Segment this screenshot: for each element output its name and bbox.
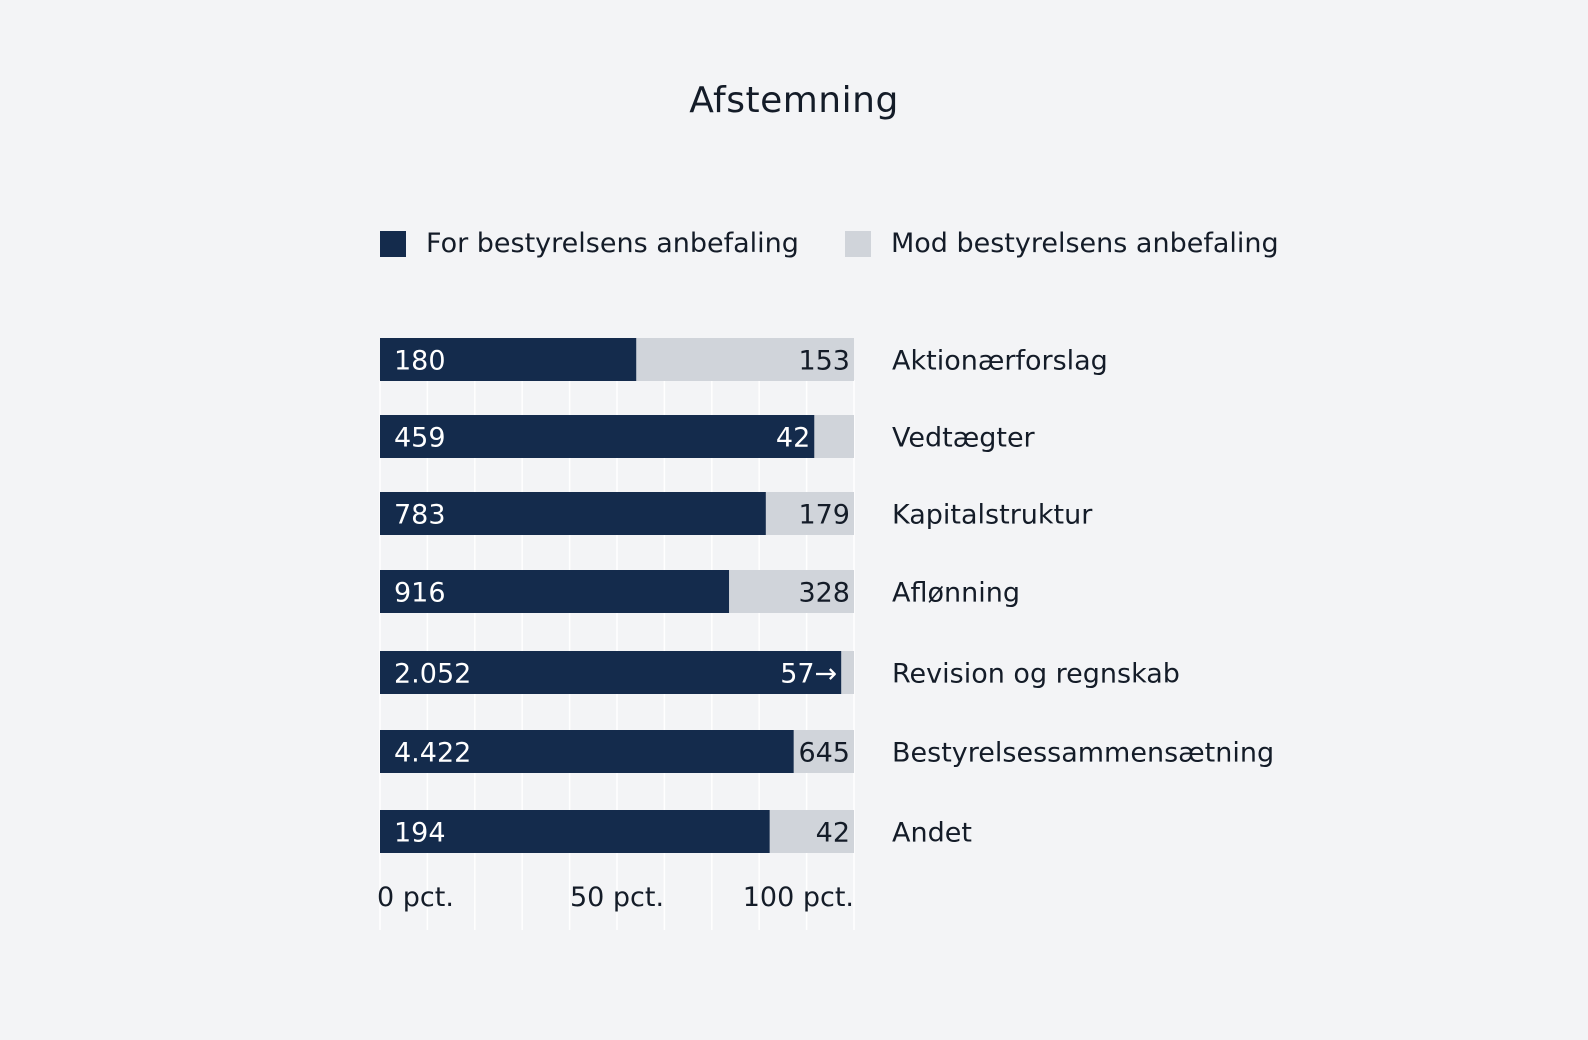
bar-for-segment [380,570,730,613]
x-tick-label: 50 pct. [570,882,664,913]
data-label-for: 4.422 [394,738,471,769]
chart-legend: For bestyrelsens anbefaling Mod bestyrel… [380,228,1279,259]
legend-label-mod: Mod bestyrelsens anbefaling [890,228,1279,259]
legend-swatch-for [380,230,406,257]
bar-for-segment [380,492,766,535]
category-label: Aktionærforslag [892,346,1108,377]
data-label-for: 194 [394,818,446,849]
bar-for-segment [380,415,815,458]
category-label: Bestyrelsessammensætning [892,738,1274,769]
bar-for-segment [380,730,794,773]
data-label-for: 783 [394,500,446,531]
bar-for-segment [380,338,637,381]
chart-title: Afstemning [689,80,899,121]
category-label: Aflønning [892,578,1020,609]
x-tick-label: 100 pct. [743,882,854,913]
category-label: Revision og regnskab [892,659,1180,690]
category-label: Vedtægter [892,423,1036,454]
legend-item-for: For bestyrelsens anbefaling [380,228,799,259]
bar-for-segment [380,651,842,694]
legend-label-for: For bestyrelsens anbefaling [426,228,799,259]
legend-swatch-mod [844,230,871,257]
bar-for-segment [380,810,770,853]
data-label-mod: 57→ [780,659,837,690]
data-label-for: 2.052 [394,659,471,690]
x-tick-label: 0 pct. [377,882,454,913]
data-label-mod: 328 [798,578,850,609]
data-label-mod: 42 [776,423,810,454]
data-label-mod: 179 [798,500,850,531]
data-label-mod: 153 [798,346,850,377]
data-label-mod: 645 [798,738,850,769]
data-label-mod: 42 [816,818,850,849]
category-label: Kapitalstruktur [892,500,1093,531]
data-label-for: 916 [394,578,446,609]
category-label: Andet [892,818,972,849]
data-label-for: 180 [394,346,446,377]
legend-item-mod: Mod bestyrelsens anbefaling [844,228,1279,259]
data-label-for: 459 [394,423,446,454]
